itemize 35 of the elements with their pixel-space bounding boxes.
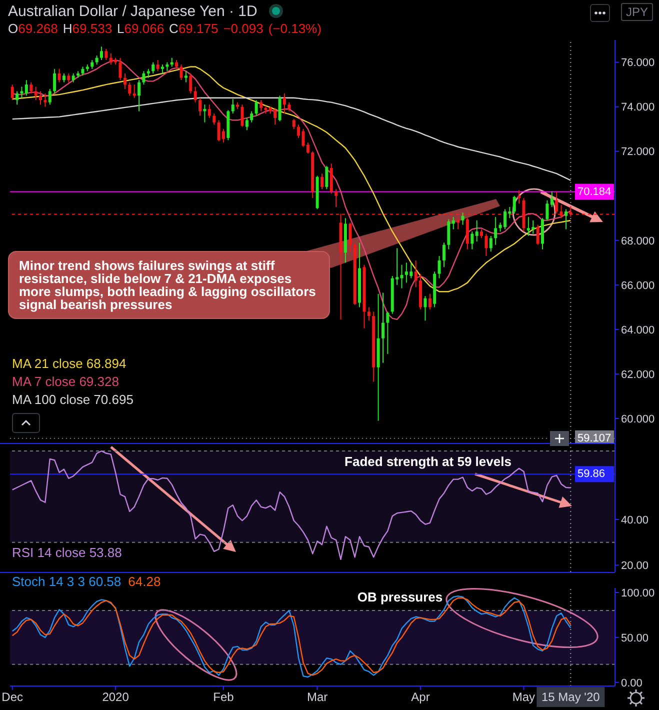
ref-line-label: 70.184	[578, 186, 612, 198]
text: MA 21 close 68.894	[12, 355, 128, 373]
y-tick-label: 72.000	[621, 146, 655, 158]
y-tick-label: 62.000	[621, 368, 655, 381]
x-tick-label: Mar	[306, 690, 328, 704]
y-tick-label: 50.00	[621, 632, 649, 644]
y-tick-label: 100.00	[621, 587, 655, 600]
annotation: OB pressures	[357, 590, 443, 604]
series-label: 64.28	[128, 573, 161, 591]
x-tick-label: 15 May '20	[541, 690, 600, 704]
text: MA 7 close 69.328	[12, 373, 120, 391]
text: RSI 14 close 53.88	[12, 544, 122, 562]
x-tick-label: Feb	[213, 690, 234, 704]
y-tick-label: 40.00	[621, 514, 649, 526]
y-axis-title: JPY	[621, 3, 654, 21]
x-tick-label: Apr	[411, 690, 430, 704]
text: O69.268 H69.533 L69.066 C69.175 −0.093 (−0.13%)	[8, 21, 322, 36]
annotation: Minor trend shows failures swings at stiff resistance, slide below 7 & 21-DMA exposes more slumps, both leading & lagging oscillators signal bearish pressures	[8, 251, 330, 319]
y-tick-label: 68.000	[621, 235, 655, 248]
chart-title: Australian Dollar / Japanese Yen · 1D	[8, 2, 258, 20]
y-tick-label: 76.000	[621, 57, 655, 70]
x-tick-label: May	[512, 690, 536, 704]
y-tick-label: 66.000	[621, 280, 655, 292]
x-tick-label: Dec	[2, 690, 24, 704]
text: MA 100 close 70.695	[12, 391, 134, 409]
x-tick-label: 2020	[102, 690, 130, 704]
y-tick-label: 20.00	[621, 560, 649, 572]
ref-line-label: 59.107	[578, 432, 612, 444]
ref-line-label: 59.86	[578, 468, 606, 480]
y-tick-label: 0.00	[621, 677, 642, 690]
y-tick-label: 60.000	[621, 413, 655, 426]
y-tick-label: 64.000	[621, 324, 655, 336]
series-label: Stoch 14 3 3 60.58	[12, 573, 122, 591]
annotation: Faded strength at 59 levels	[344, 454, 512, 470]
y-tick-label: 74.000	[621, 102, 655, 114]
